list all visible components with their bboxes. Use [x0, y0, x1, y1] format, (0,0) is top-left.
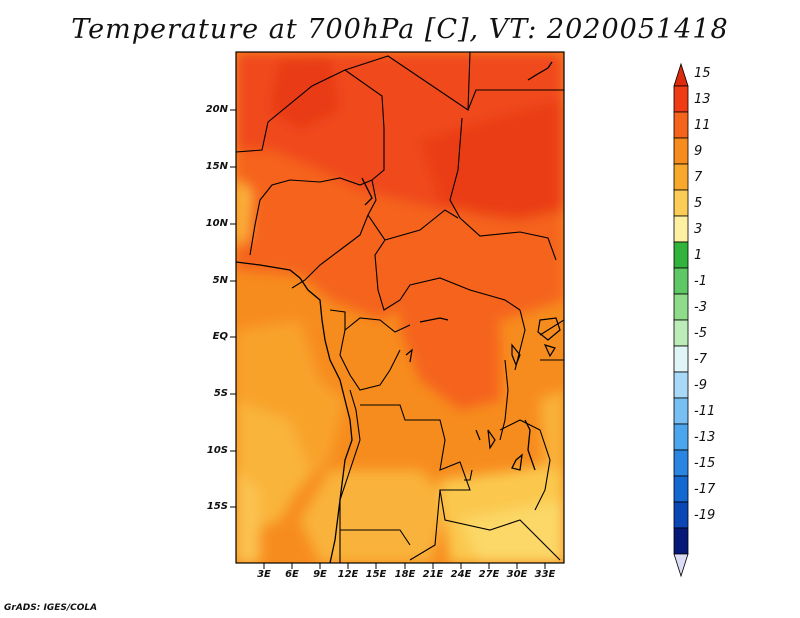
colorbar-swatch — [673, 293, 689, 321]
lat-label: 10N — [205, 218, 228, 229]
colorbar-label: -11 — [694, 404, 716, 419]
lon-label: 30E — [506, 569, 528, 580]
colorbar-label: 9 — [694, 144, 703, 159]
lon-label: 6E — [285, 569, 299, 580]
colorbar-label: 3 — [694, 222, 703, 237]
lon-label: 15E — [365, 569, 387, 580]
colorbar-swatch — [673, 215, 689, 243]
colorbar-swatch — [673, 345, 689, 373]
lon-label: 18E — [394, 569, 416, 580]
lon-ticks — [263, 563, 546, 569]
lat-ticks — [230, 109, 236, 508]
lat-label: 10S — [206, 445, 228, 456]
colorbar-label: -1 — [694, 274, 707, 289]
colorbar-swatch — [673, 397, 689, 425]
colorbar-label: 7 — [694, 170, 703, 185]
colorbar-label: -5 — [694, 326, 707, 341]
colorbar-label: -3 — [694, 300, 707, 315]
colorbar — [673, 62, 689, 578]
lat-label: EQ — [212, 331, 228, 342]
colorbar-swatch — [673, 475, 689, 503]
colorbar-swatch — [673, 85, 689, 113]
colorbar-top-triangle — [673, 62, 689, 87]
lat-label: 5S — [213, 388, 228, 399]
lon-label: 3E — [257, 569, 271, 580]
lon-label: 9E — [313, 569, 327, 580]
colorbar-label: 13 — [694, 92, 711, 107]
lat-label: 20N — [205, 104, 228, 115]
colorbar-swatch — [673, 449, 689, 477]
lat-label: 5N — [212, 275, 228, 286]
colorbar-swatch — [673, 163, 689, 191]
colorbar-swatch — [673, 111, 689, 139]
colorbar-label: 15 — [694, 66, 711, 81]
colorbar-label: -7 — [694, 352, 707, 367]
lat-label: 15S — [206, 501, 228, 512]
lat-label: 15N — [205, 161, 228, 172]
colorbar-label: 5 — [694, 196, 703, 211]
colorbar-swatch — [673, 423, 689, 451]
colorbar-label: -9 — [694, 378, 707, 393]
colorbar-label: -17 — [694, 482, 716, 497]
temperature-field — [236, 52, 564, 563]
lon-label: 27E — [478, 569, 500, 580]
colorbar-bottom-triangle — [673, 553, 689, 578]
colorbar-swatch — [673, 527, 689, 555]
colorbar-label: 1 — [694, 248, 703, 263]
colorbar-label: -19 — [694, 508, 716, 523]
coastline — [236, 61, 553, 563]
colorbar-swatch — [673, 501, 689, 529]
lon-label: 21E — [422, 569, 444, 580]
colorbar-label: -13 — [694, 430, 716, 445]
lon-label: 12E — [337, 569, 359, 580]
colorbar-swatch — [673, 267, 689, 295]
lakes — [405, 317, 561, 450]
colorbar-swatch — [673, 319, 689, 347]
colorbar-swatch — [673, 189, 689, 217]
colorbar-swatch — [673, 137, 689, 165]
chart-title: Temperature at 700hPa [C], VT: 202005141… — [71, 14, 729, 45]
lon-label: 24E — [450, 569, 472, 580]
plot-frame — [235, 51, 565, 564]
lon-label: 33E — [534, 569, 556, 580]
colorbar-label: -15 — [694, 456, 716, 471]
colorbar-label: 11 — [694, 118, 711, 133]
credit-text: GrADS: IGES/COLA — [4, 603, 98, 613]
colorbar-swatch — [673, 371, 689, 399]
colorbar-swatch — [673, 241, 689, 269]
